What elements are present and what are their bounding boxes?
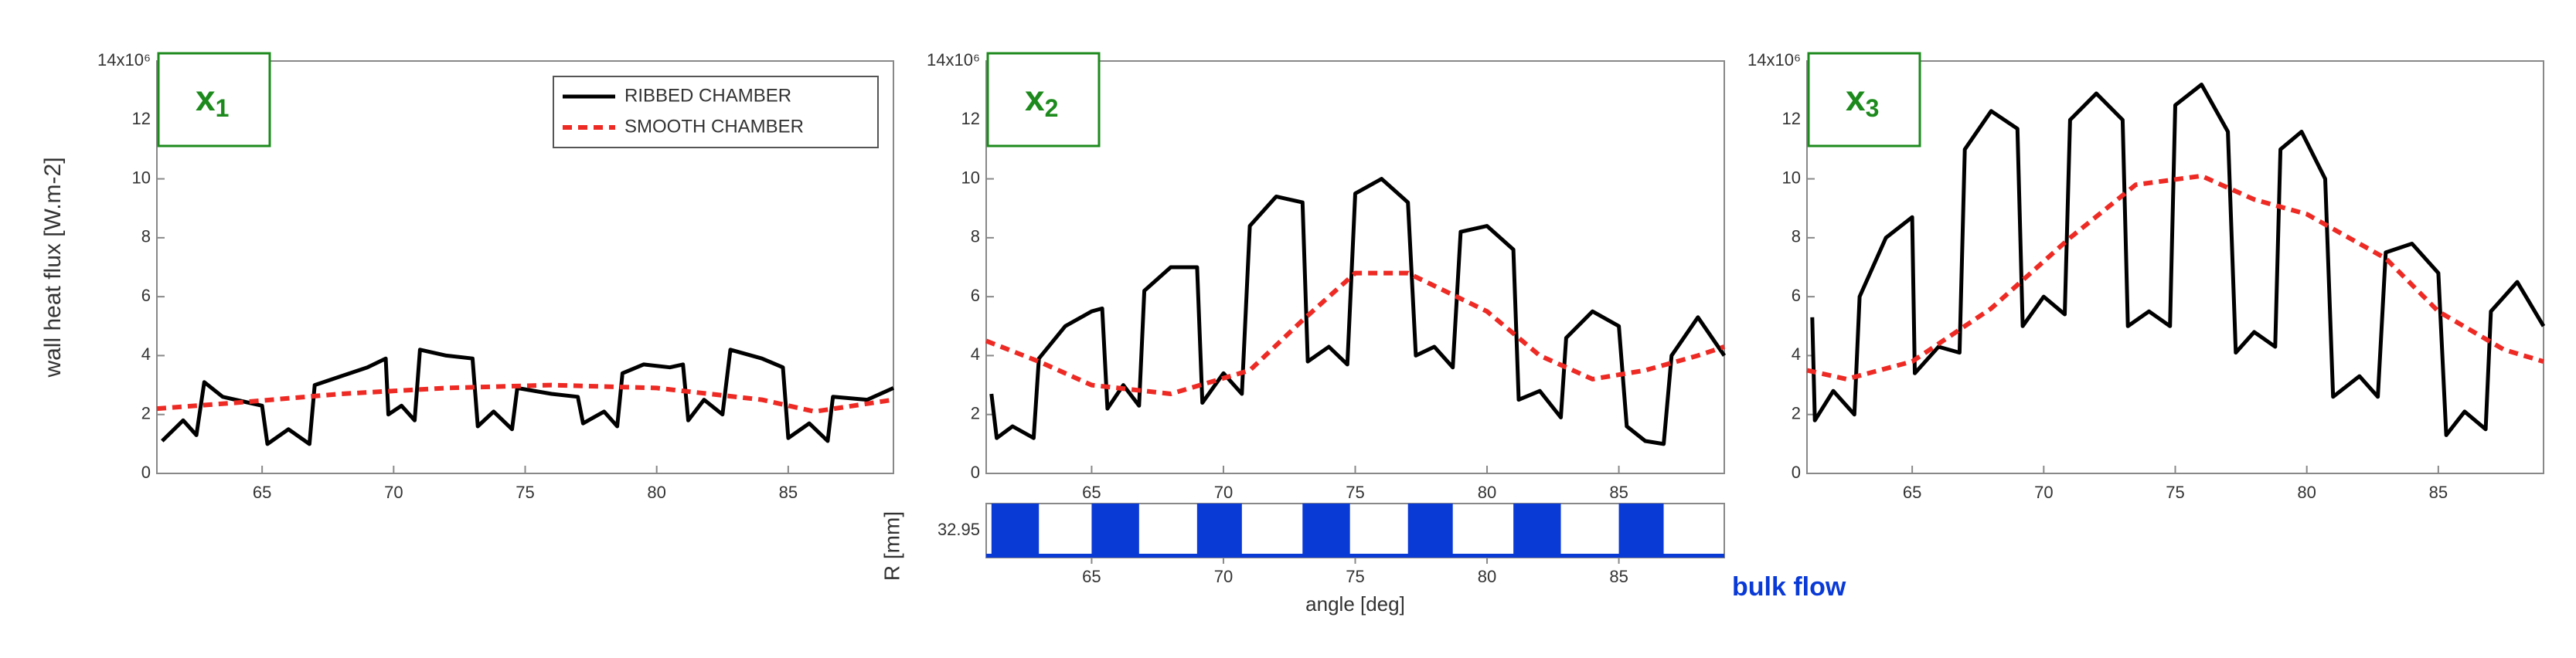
series-line [1806,173,2544,382]
panel-label-var: x [196,78,216,118]
y-tick-label: 8 [971,227,980,246]
panel-label-var: x [1846,78,1866,118]
legend-box [553,76,879,148]
y-tick-label: 32.95 [938,520,980,539]
legend-label: SMOOTH CHAMBER [624,116,804,137]
rib [1407,504,1453,558]
rib [1091,504,1139,558]
x-tick-label: 75 [516,483,534,502]
rib [1302,504,1350,558]
x-tick-label: 80 [1478,567,1496,586]
x-tick-label: 75 [1346,483,1364,502]
rib [1618,504,1664,558]
panel-label: x2 [1025,78,1058,122]
x-tick-label: 65 [1082,567,1101,586]
x-tick-label: 80 [1478,483,1496,502]
y-tick-label: 14x10⁶ [927,50,980,70]
x-tick-label: 70 [1214,483,1233,502]
panel-label-box [157,52,271,148]
x-tick-label: 70 [2034,483,2053,502]
y-tick-label: 10 [961,168,980,187]
y-tick-label: 2 [971,404,980,423]
x-axis-label: angle [deg] [1305,592,1405,616]
y-tick-label: 0 [1792,463,1801,482]
y-tick-label: 8 [1792,227,1801,246]
panel-label-sub: 3 [1866,94,1880,122]
x-tick-label: 65 [1082,483,1101,502]
x-tick-label: 80 [2297,483,2316,502]
y-tick-label: 14x10⁶ [1747,50,1801,70]
y-tick-label: 10 [1782,168,1801,187]
y-tick-label: 12 [1782,109,1801,128]
series-line [156,382,894,414]
series-line [989,177,1727,446]
panel-label-var: x [1025,78,1045,118]
y-tick-label: 4 [141,344,151,364]
panel-label-box [986,52,1101,148]
rib [1513,504,1561,558]
x-tick-label: 65 [1903,483,1921,502]
x-tick-label: 80 [647,483,665,502]
y-tick-label: 0 [141,463,151,482]
panel-label: x3 [1846,78,1879,122]
y-tick-label: 6 [1792,286,1801,305]
x-tick-label: 85 [779,483,798,502]
y-tick-label: 14x10⁶ [97,50,151,70]
y-tick-label: 2 [1792,404,1801,423]
series-line [161,348,895,446]
panel-label: x1 [196,78,229,122]
y-tick-label: 10 [132,168,151,187]
legend-label: RIBBED CHAMBER [624,85,791,106]
x-tick-label: 70 [384,483,403,502]
y-tick-label: 2 [141,404,151,423]
series-line [985,270,1725,396]
y-tick-label: 4 [971,344,980,364]
x-tick-label: 75 [1346,567,1364,586]
y-tick-label: 6 [141,286,151,305]
x-tick-label: 65 [253,483,271,502]
x-tick-label: 85 [2429,483,2448,502]
y-tick-label: 4 [1792,344,1801,364]
rib [1196,504,1242,558]
x-tick-label: 70 [1214,567,1233,586]
y-tick-label: 12 [132,109,151,128]
x-tick-label: 85 [1609,483,1628,502]
y-tick-label: 0 [971,463,980,482]
annotation: bulk flow [1732,572,1846,602]
y-tick-label: 12 [961,109,980,128]
y-axis-label: R [mm] [880,511,903,581]
panel-label-box [1807,52,1921,148]
y-axis-label: wall heat flux [W.m-2] [40,157,66,378]
rib [991,504,1040,558]
y-tick-label: 6 [971,286,980,305]
strip-baseline [986,554,1724,558]
panel-label-sub: 2 [1045,94,1059,122]
panel-label-sub: 1 [216,94,230,122]
x-tick-label: 85 [1609,567,1628,586]
x-tick-label: 75 [2166,483,2184,502]
y-tick-label: 8 [141,227,151,246]
series-line [1810,83,2546,437]
